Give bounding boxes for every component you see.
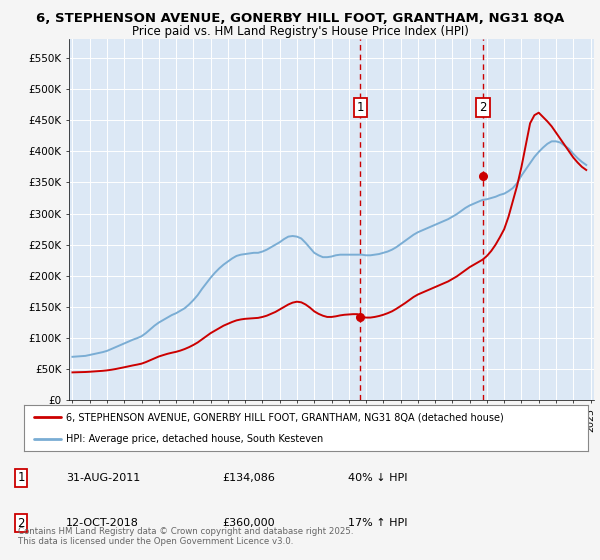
Text: 1: 1 bbox=[356, 101, 364, 114]
Text: 17% ↑ HPI: 17% ↑ HPI bbox=[348, 518, 407, 528]
Text: 1: 1 bbox=[17, 472, 25, 484]
Text: Contains HM Land Registry data © Crown copyright and database right 2025.
This d: Contains HM Land Registry data © Crown c… bbox=[18, 526, 353, 546]
Text: Price paid vs. HM Land Registry's House Price Index (HPI): Price paid vs. HM Land Registry's House … bbox=[131, 25, 469, 38]
Text: 40% ↓ HPI: 40% ↓ HPI bbox=[348, 473, 407, 483]
Text: 2: 2 bbox=[479, 101, 487, 114]
Text: 12-OCT-2018: 12-OCT-2018 bbox=[66, 518, 139, 528]
Text: £134,086: £134,086 bbox=[222, 473, 275, 483]
Text: 6, STEPHENSON AVENUE, GONERBY HILL FOOT, GRANTHAM, NG31 8QA: 6, STEPHENSON AVENUE, GONERBY HILL FOOT,… bbox=[36, 12, 564, 25]
Text: 2: 2 bbox=[17, 516, 25, 530]
Text: 6, STEPHENSON AVENUE, GONERBY HILL FOOT, GRANTHAM, NG31 8QA (detached house): 6, STEPHENSON AVENUE, GONERBY HILL FOOT,… bbox=[66, 412, 504, 422]
Text: HPI: Average price, detached house, South Kesteven: HPI: Average price, detached house, Sout… bbox=[66, 435, 323, 444]
Text: £360,000: £360,000 bbox=[222, 518, 275, 528]
Text: 31-AUG-2011: 31-AUG-2011 bbox=[66, 473, 140, 483]
